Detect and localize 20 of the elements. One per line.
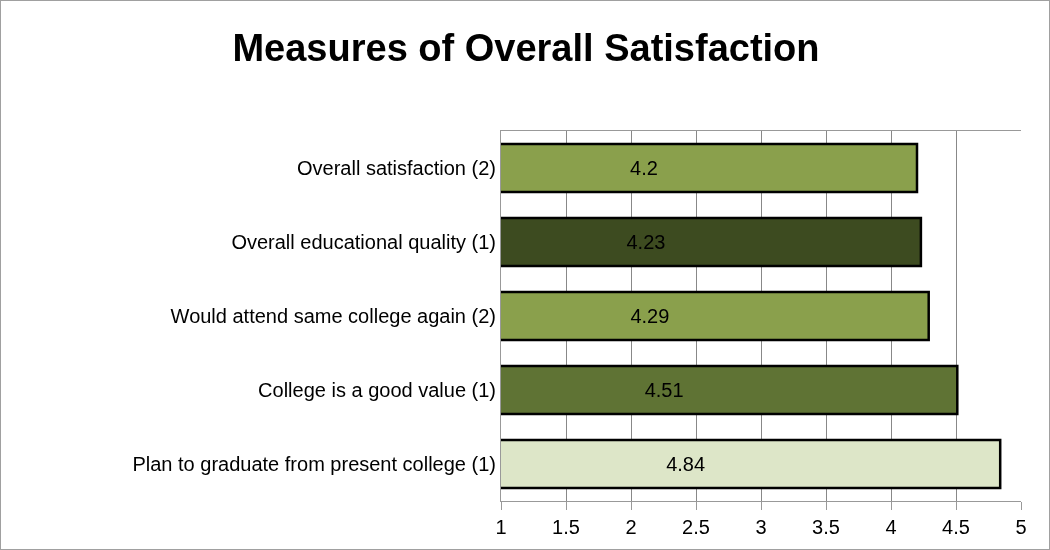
data-label: 4.29 xyxy=(630,305,670,327)
x-tick-label: 3 xyxy=(755,516,767,538)
x-tick-label: 4 xyxy=(885,516,897,538)
y-tick-label: Plan to graduate from present college (1) xyxy=(132,453,496,475)
y-tick-label: Would attend same college again (2) xyxy=(170,305,496,327)
y-tick-label: Overall educational quality (1) xyxy=(231,231,496,253)
y-tick-label: College is a good value (1) xyxy=(258,379,496,401)
data-label: 4.2 xyxy=(630,157,658,179)
x-tick-label: 5 xyxy=(1015,516,1027,538)
data-label: 4.84 xyxy=(666,453,706,475)
y-tick-label: Overall satisfaction (2) xyxy=(297,157,496,179)
x-tick-label: 2.5 xyxy=(682,516,710,538)
data-label: 4.51 xyxy=(644,379,684,401)
data-label: 4.23 xyxy=(626,231,666,253)
x-tick-label: 4.5 xyxy=(942,516,970,538)
x-tick-label: 3.5 xyxy=(812,516,840,538)
x-tick-label: 1.5 xyxy=(552,516,580,538)
x-tick-label: 2 xyxy=(625,516,637,538)
x-tick-label: 1 xyxy=(495,516,507,538)
chart-title: Measures of Overall Satisfaction xyxy=(232,26,820,69)
